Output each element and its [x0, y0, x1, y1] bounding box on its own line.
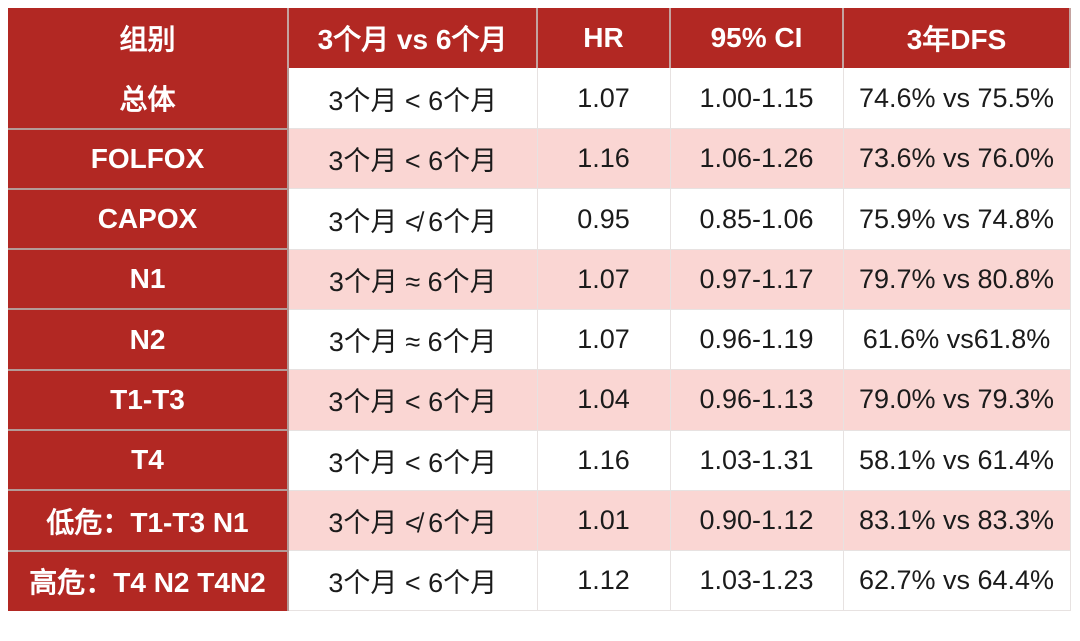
- ci-cell: 0.97-1.17: [669, 248, 844, 310]
- table-row: N1 3个月 ≈ 6个月 1.07 0.97-1.17 79.7% vs 80.8%: [8, 248, 1071, 311]
- table-row: T1-T3 3个月 < 6个月 1.04 0.96-1.13 79.0% vs 79.3…: [8, 368, 1071, 432]
- comparison-cell: 3个月 ≮ 6个月: [287, 188, 538, 250]
- hr-cell: 1.07: [536, 308, 671, 371]
- dfs-cell: 61.6% vs61.8%: [842, 308, 1071, 371]
- table-body: 总体 3个月 < 6个月 1.07 1.00-1.15 74.6% vs 75.5% FO…: [8, 68, 1071, 612]
- comparison-cell: 3个月 ≈ 6个月: [287, 248, 538, 310]
- hr-cell: 1.12: [536, 550, 671, 612]
- ci-cell: 1.03-1.23: [669, 550, 844, 612]
- hr-cell: 1.04: [536, 369, 671, 431]
- header-row: 组别 3个月 vs 6个月 HR 95% CI 3年DFS: [8, 8, 1071, 69]
- hr-cell: 0.95: [536, 188, 671, 250]
- group-cell: N2: [8, 308, 289, 371]
- dfs-cell: 58.1% vs 61.4%: [842, 429, 1071, 491]
- ci-cell: 0.90-1.12: [669, 489, 844, 552]
- hr-cell: 1.07: [536, 248, 671, 310]
- comparison-cell: 3个月 ≈ 6个月: [287, 308, 538, 371]
- hr-cell: 1.16: [536, 429, 671, 491]
- dfs-cell: 75.9% vs 74.8%: [842, 188, 1071, 250]
- group-cell: FOLFOX: [8, 127, 289, 190]
- table-row: N2 3个月 ≈ 6个月 1.07 0.96-1.19 61.6% vs61.8%: [8, 308, 1071, 371]
- group-cell: 总体: [8, 68, 289, 130]
- group-cell: 低危：T1-T3 N1: [8, 489, 289, 552]
- ci-cell: 1.06-1.26: [669, 128, 844, 190]
- hr-cell: 1.07: [536, 68, 671, 130]
- ci-cell: 0.96-1.19: [669, 308, 844, 371]
- results-table-container: 组别 3个月 vs 6个月 HR 95% CI 3年DFS 总体 3个月 < 6个月 1.0…: [8, 8, 1071, 612]
- table-row: FOLFOX 3个月 < 6个月 1.16 1.06-1.26 73.6% vs 76.…: [8, 127, 1071, 190]
- column-header-dfs: 3年DFS: [842, 8, 1071, 69]
- ci-cell: 1.03-1.31: [669, 429, 844, 491]
- dfs-cell: 62.7% vs 64.4%: [842, 550, 1071, 612]
- column-header-group: 组别: [8, 8, 289, 69]
- group-cell: N1: [8, 248, 289, 311]
- column-header-hr: HR: [536, 8, 671, 69]
- table-row: 低危：T1-T3 N1 3个月 ≮ 6个月 1.01 0.90-1.12 83.1% v…: [8, 489, 1071, 552]
- table-row: CAPOX 3个月 ≮ 6个月 0.95 0.85-1.06 75.9% vs 74.8…: [8, 187, 1071, 251]
- group-cell: 高危：T4 N2 T4N2: [8, 549, 289, 611]
- ci-cell: 1.00-1.15: [669, 68, 844, 130]
- dfs-cell: 83.1% vs 83.3%: [842, 489, 1071, 552]
- comparison-cell: 3个月 ≮ 6个月: [287, 489, 538, 552]
- column-header-ci: 95% CI: [669, 8, 844, 69]
- comparison-cell: 3个月 < 6个月: [287, 550, 538, 612]
- comparison-cell: 3个月 < 6个月: [287, 68, 538, 130]
- group-cell: T1-T3: [8, 368, 289, 432]
- comparison-cell: 3个月 < 6个月: [287, 429, 538, 491]
- dfs-cell: 79.7% vs 80.8%: [842, 248, 1071, 310]
- dfs-cell: 79.0% vs 79.3%: [842, 369, 1071, 431]
- table-row: 总体 3个月 < 6个月 1.07 1.00-1.15 74.6% vs 75.5%: [8, 68, 1071, 130]
- dfs-cell: 73.6% vs 76.0%: [842, 128, 1071, 190]
- table-row: 高危：T4 N2 T4N2 3个月 < 6个月 1.12 1.03-1.23 62.7%…: [8, 549, 1071, 612]
- group-cell: CAPOX: [8, 187, 289, 251]
- hr-cell: 1.16: [536, 128, 671, 190]
- comparison-cell: 3个月 < 6个月: [287, 128, 538, 190]
- ci-cell: 0.85-1.06: [669, 188, 844, 250]
- dfs-cell: 74.6% vs 75.5%: [842, 68, 1071, 130]
- results-table: 组别 3个月 vs 6个月 HR 95% CI 3年DFS 总体 3个月 < 6个月 1.0…: [8, 8, 1071, 612]
- comparison-cell: 3个月 < 6个月: [287, 369, 538, 431]
- hr-cell: 1.01: [536, 489, 671, 552]
- group-cell: T4: [8, 429, 289, 492]
- ci-cell: 0.96-1.13: [669, 369, 844, 431]
- table-row: T4 3个月 < 6个月 1.16 1.03-1.31 58.1% vs 61.4%: [8, 429, 1071, 492]
- column-header-comparison: 3个月 vs 6个月: [287, 8, 538, 69]
